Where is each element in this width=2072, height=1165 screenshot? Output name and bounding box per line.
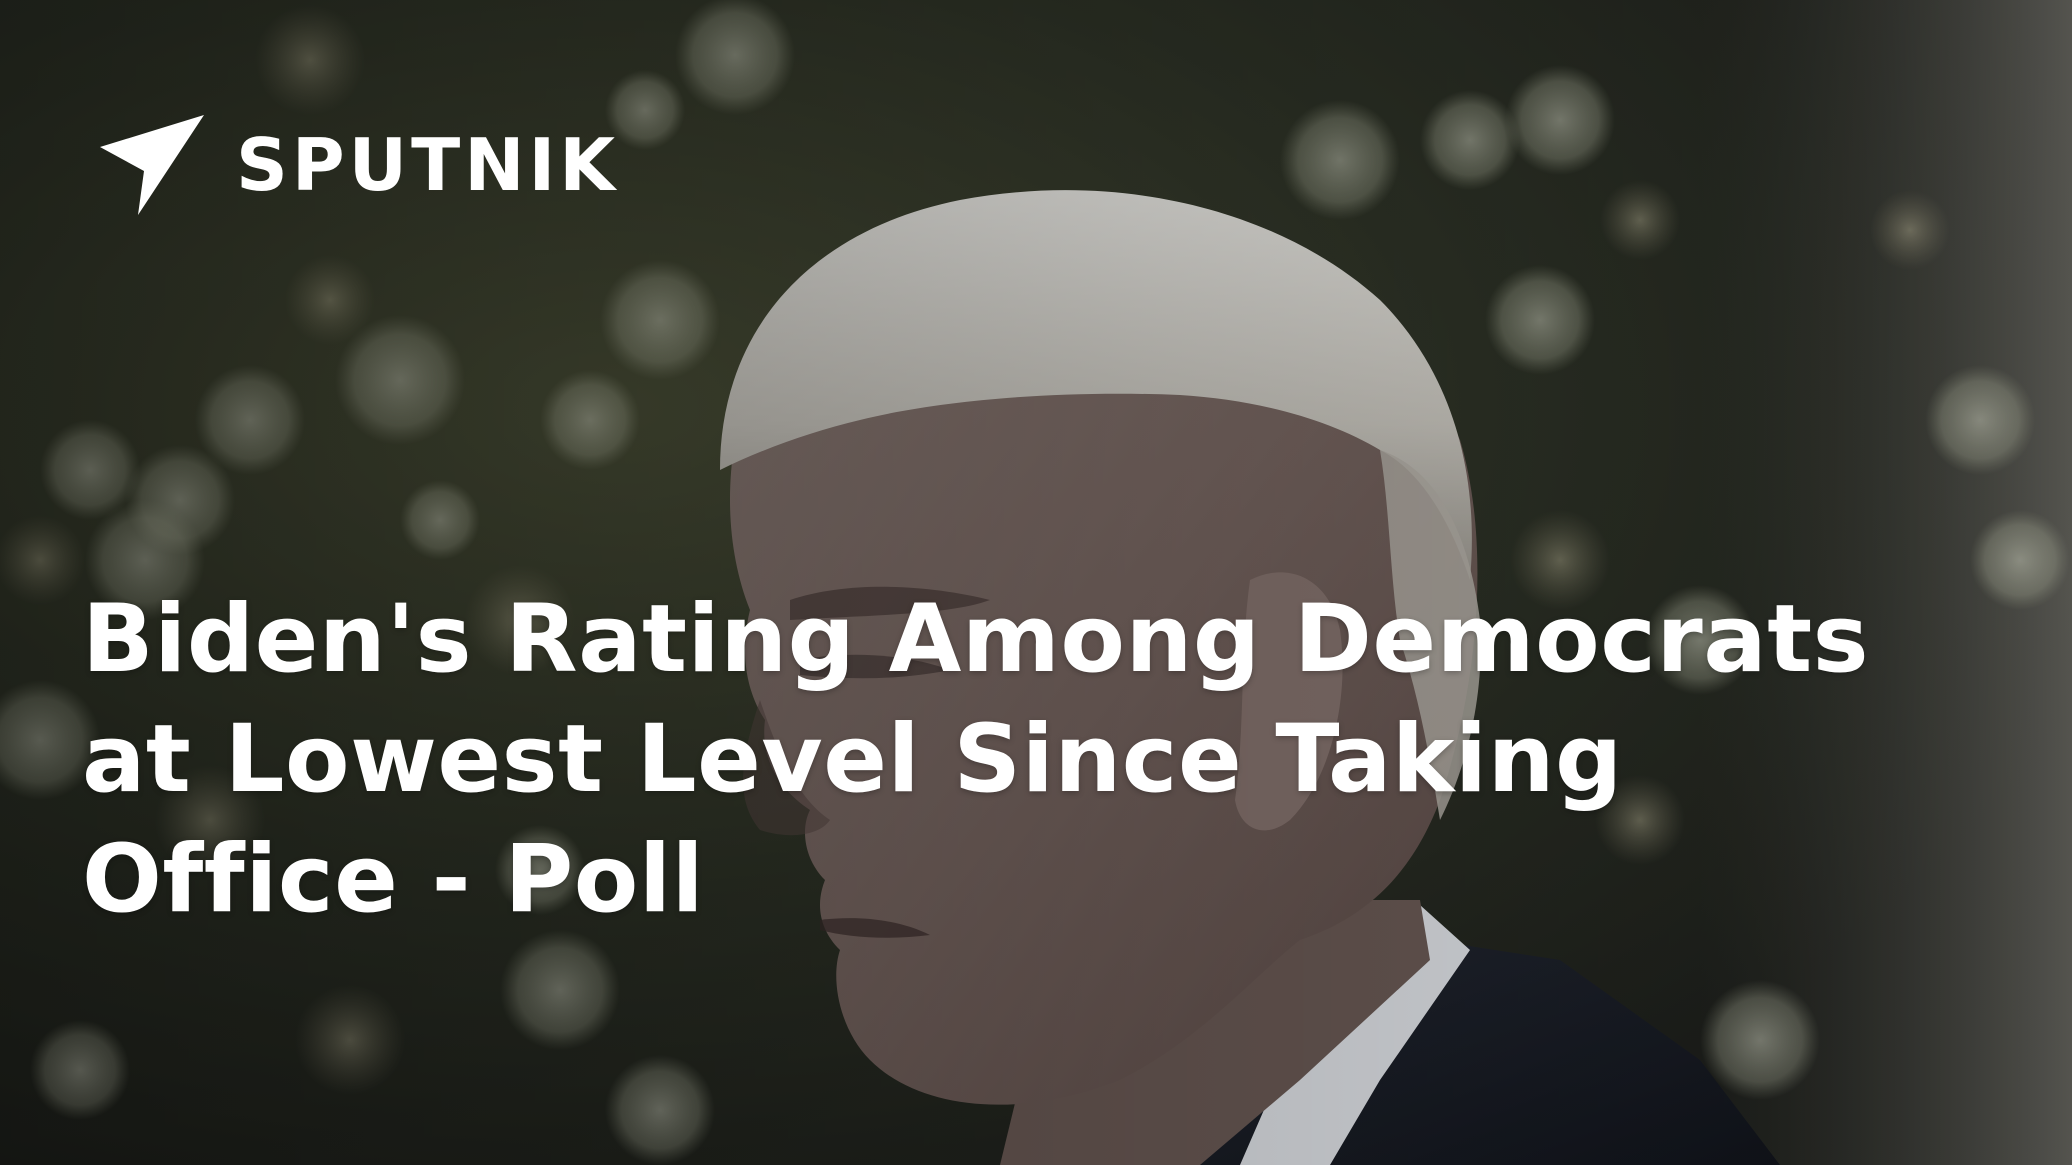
headline-line-2: at Lowest Level Since Taking	[82, 705, 1623, 814]
headline-line-1: Biden's Rating Among Democrats	[82, 585, 1870, 694]
person-figure	[720, 190, 1780, 1165]
sputnik-logo[interactable]: SPUTNIK	[100, 115, 619, 215]
headline-line-3: Office - Poll	[82, 825, 705, 934]
headline: Biden's Rating Among Democrats at Lowest…	[82, 580, 1982, 940]
brand-name: SPUTNIK	[236, 123, 620, 207]
sputnik-arrow-icon	[100, 115, 204, 215]
